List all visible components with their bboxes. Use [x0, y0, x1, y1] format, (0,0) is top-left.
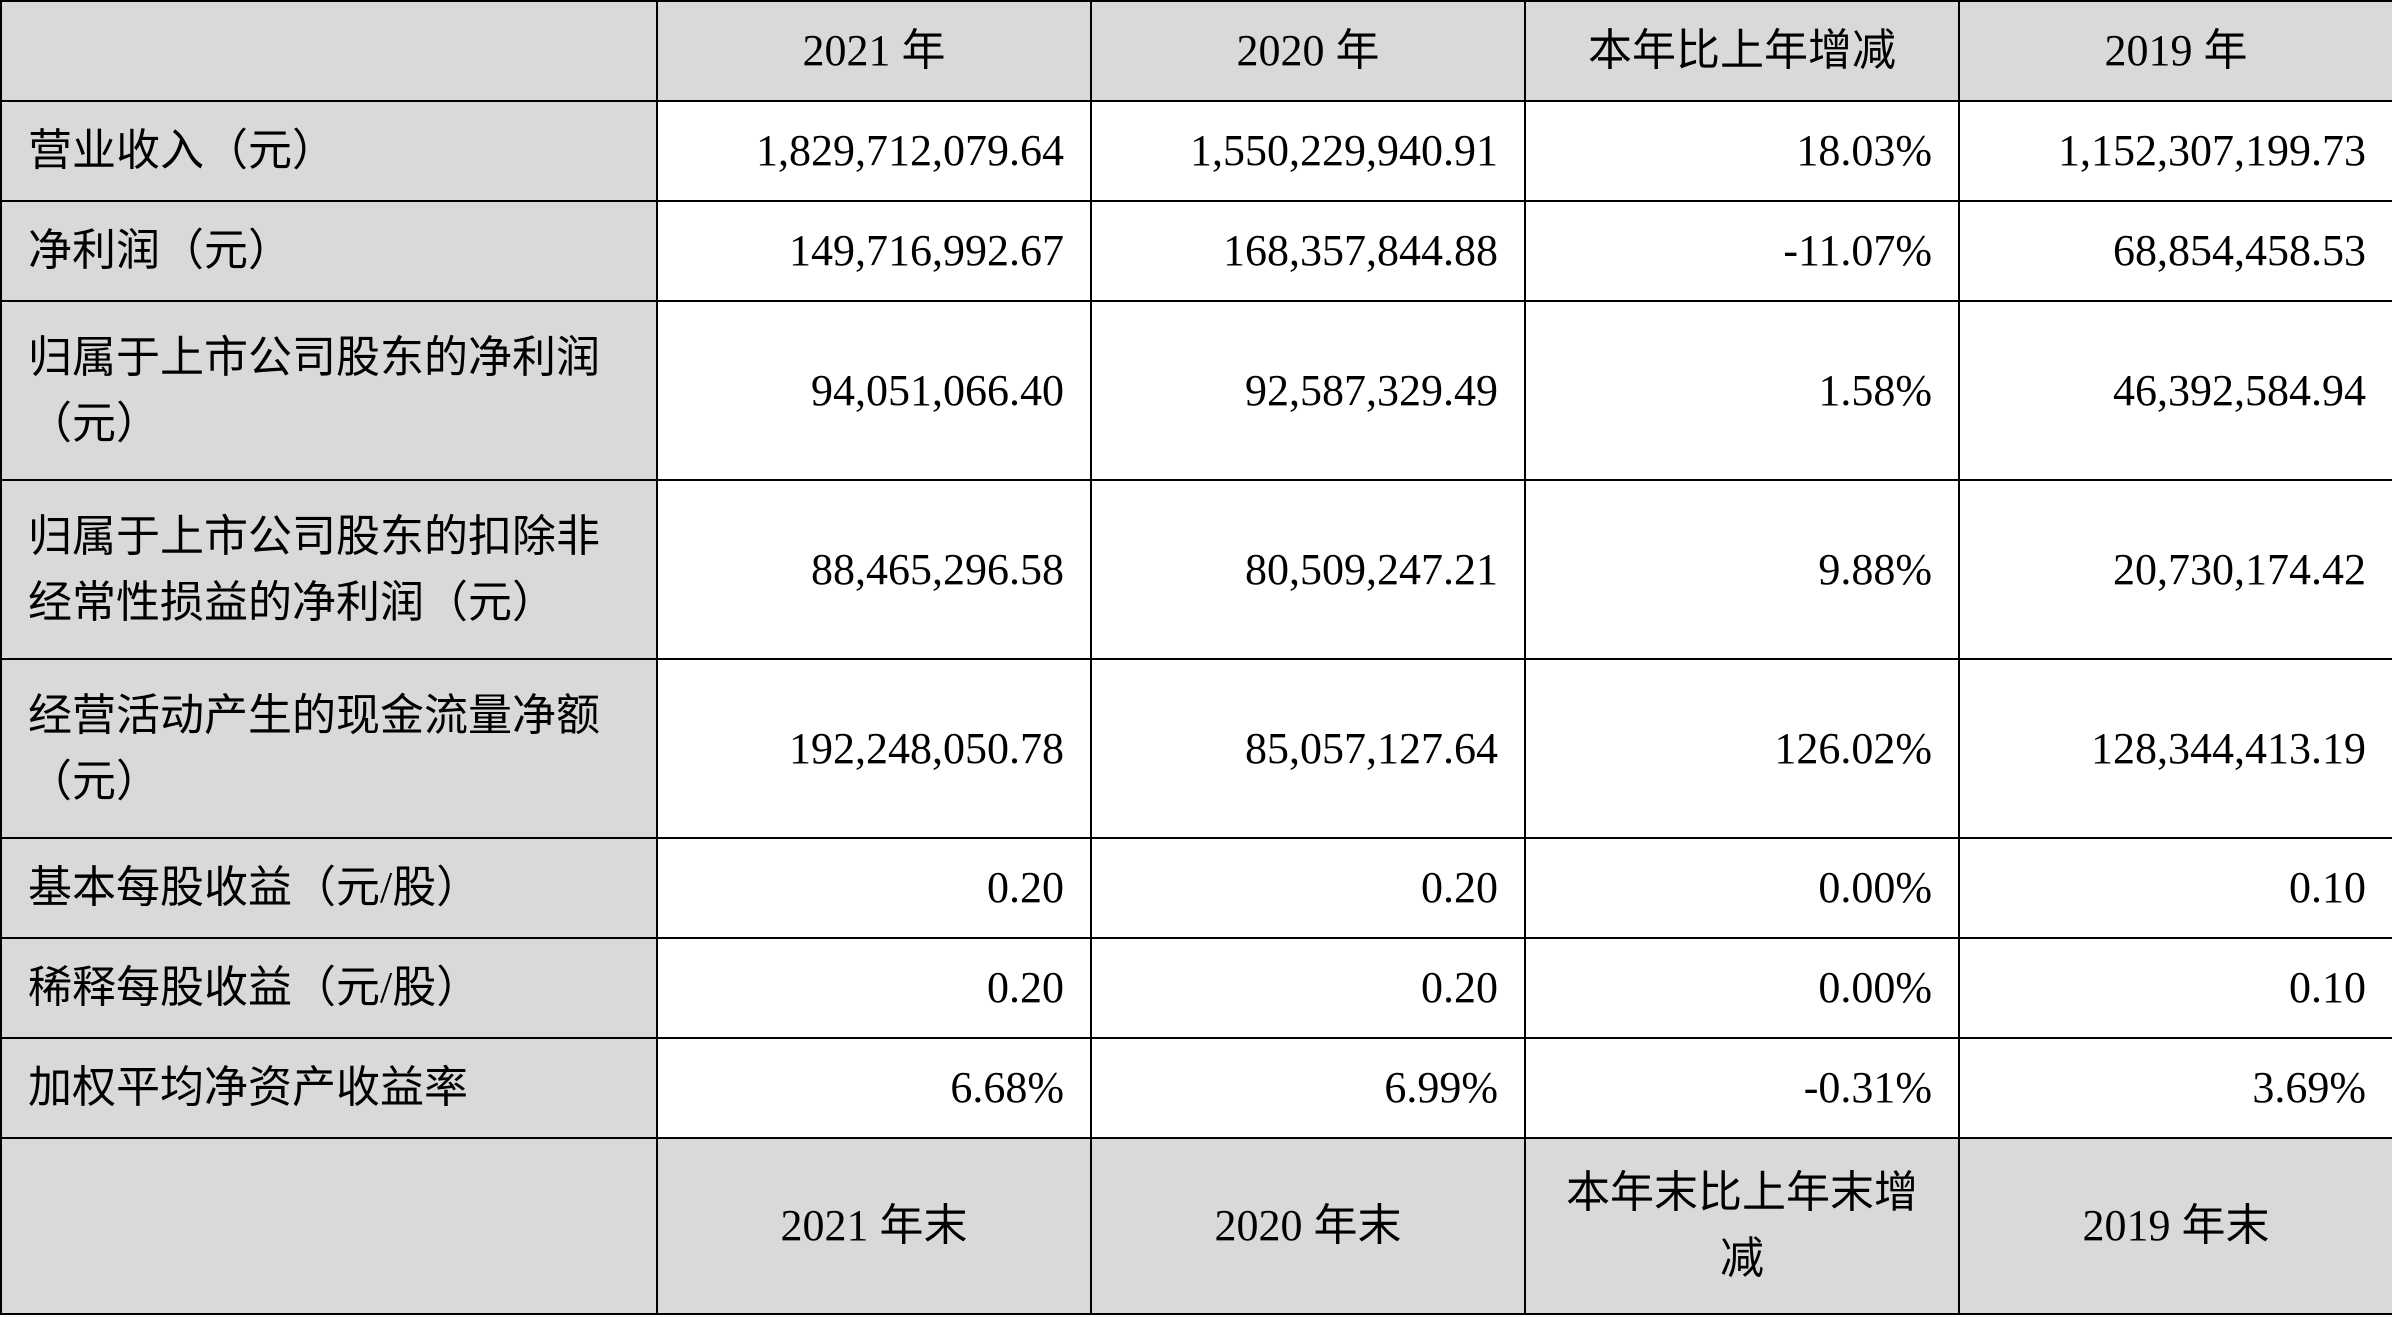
value-2021: 1,829,712,079.64 [656, 100, 1092, 202]
header-2021: 2021 年 [656, 0, 1092, 102]
row-label: 净利润（元） [0, 200, 658, 302]
value-2020: 0.20 [1090, 837, 1526, 939]
value-yoy-change: 0.00% [1524, 837, 1960, 939]
header-2019-end: 2019 年末 [1958, 1137, 2392, 1315]
row-label: 归属于上市公司股东的扣除非经常性损益的净利润（元） [0, 479, 658, 660]
table-row: 基本每股收益（元/股） 0.20 0.20 0.00% 0.10 [0, 837, 2392, 939]
value-2020: 92,587,329.49 [1090, 300, 1526, 481]
table-row: 归属于上市公司股东的扣除非经常性损益的净利润（元） 88,465,296.58 … [0, 479, 2392, 660]
value-2019: 3.69% [1958, 1037, 2392, 1139]
value-yoy-change: -11.07% [1524, 200, 1960, 302]
table-row: 归属于上市公司股东的净利润（元） 94,051,066.40 92,587,32… [0, 300, 2392, 481]
period-end-corner-cell [0, 1137, 658, 1315]
header-2021-end: 2021 年末 [656, 1137, 1092, 1315]
value-yoy-change: 9.88% [1524, 479, 1960, 660]
row-label: 营业收入（元） [0, 100, 658, 202]
table-row: 稀释每股收益（元/股） 0.20 0.20 0.00% 0.10 [0, 937, 2392, 1039]
header-2020-end: 2020 年末 [1090, 1137, 1526, 1315]
value-yoy-change: 126.02% [1524, 658, 1960, 839]
header-yoy-change: 本年比上年增减 [1524, 0, 1960, 102]
period-end-header-row: 2021 年末 2020 年末 本年末比上年末增减 2019 年末 [0, 1137, 2392, 1315]
value-2021: 94,051,066.40 [656, 300, 1092, 481]
value-2021: 192,248,050.78 [656, 658, 1092, 839]
value-2020: 0.20 [1090, 937, 1526, 1039]
value-2019: 68,854,458.53 [1958, 200, 2392, 302]
header-2020: 2020 年 [1090, 0, 1526, 102]
value-2019: 46,392,584.94 [1958, 300, 2392, 481]
value-2020: 6.99% [1090, 1037, 1526, 1139]
header-corner-cell [0, 0, 658, 102]
row-label: 归属于上市公司股东的净利润（元） [0, 300, 658, 481]
header-2019: 2019 年 [1958, 0, 2392, 102]
row-label: 基本每股收益（元/股） [0, 837, 658, 939]
value-2021: 88,465,296.58 [656, 479, 1092, 660]
value-yoy-change: -0.31% [1524, 1037, 1960, 1139]
table-row: 净利润（元） 149,716,992.67 168,357,844.88 -11… [0, 200, 2392, 302]
table-row: 加权平均净资产收益率 6.68% 6.99% -0.31% 3.69% [0, 1037, 2392, 1139]
value-2019: 128,344,413.19 [1958, 658, 2392, 839]
value-yoy-change: 1.58% [1524, 300, 1960, 481]
value-2021: 6.68% [656, 1037, 1092, 1139]
value-2020: 80,509,247.21 [1090, 479, 1526, 660]
value-2020: 168,357,844.88 [1090, 200, 1526, 302]
row-label: 稀释每股收益（元/股） [0, 937, 658, 1039]
value-2021: 149,716,992.67 [656, 200, 1092, 302]
value-2019: 0.10 [1958, 837, 2392, 939]
header-row: 2021 年 2020 年 本年比上年增减 2019 年 [0, 0, 2392, 102]
row-label: 经营活动产生的现金流量净额（元） [0, 658, 658, 839]
row-label: 加权平均净资产收益率 [0, 1037, 658, 1139]
value-2021: 0.20 [656, 837, 1092, 939]
value-2019: 0.10 [1958, 937, 2392, 1039]
value-yoy-change: 0.00% [1524, 937, 1960, 1039]
value-yoy-change: 18.03% [1524, 100, 1960, 202]
header-end-yoy-change: 本年末比上年末增减 [1524, 1137, 1960, 1315]
value-2020: 85,057,127.64 [1090, 658, 1526, 839]
value-2019: 20,730,174.42 [1958, 479, 2392, 660]
value-2019: 1,152,307,199.73 [1958, 100, 2392, 202]
table-row: 营业收入（元） 1,829,712,079.64 1,550,229,940.9… [0, 100, 2392, 202]
value-2021: 0.20 [656, 937, 1092, 1039]
table-row: 经营活动产生的现金流量净额（元） 192,248,050.78 85,057,1… [0, 658, 2392, 839]
value-2020: 1,550,229,940.91 [1090, 100, 1526, 202]
